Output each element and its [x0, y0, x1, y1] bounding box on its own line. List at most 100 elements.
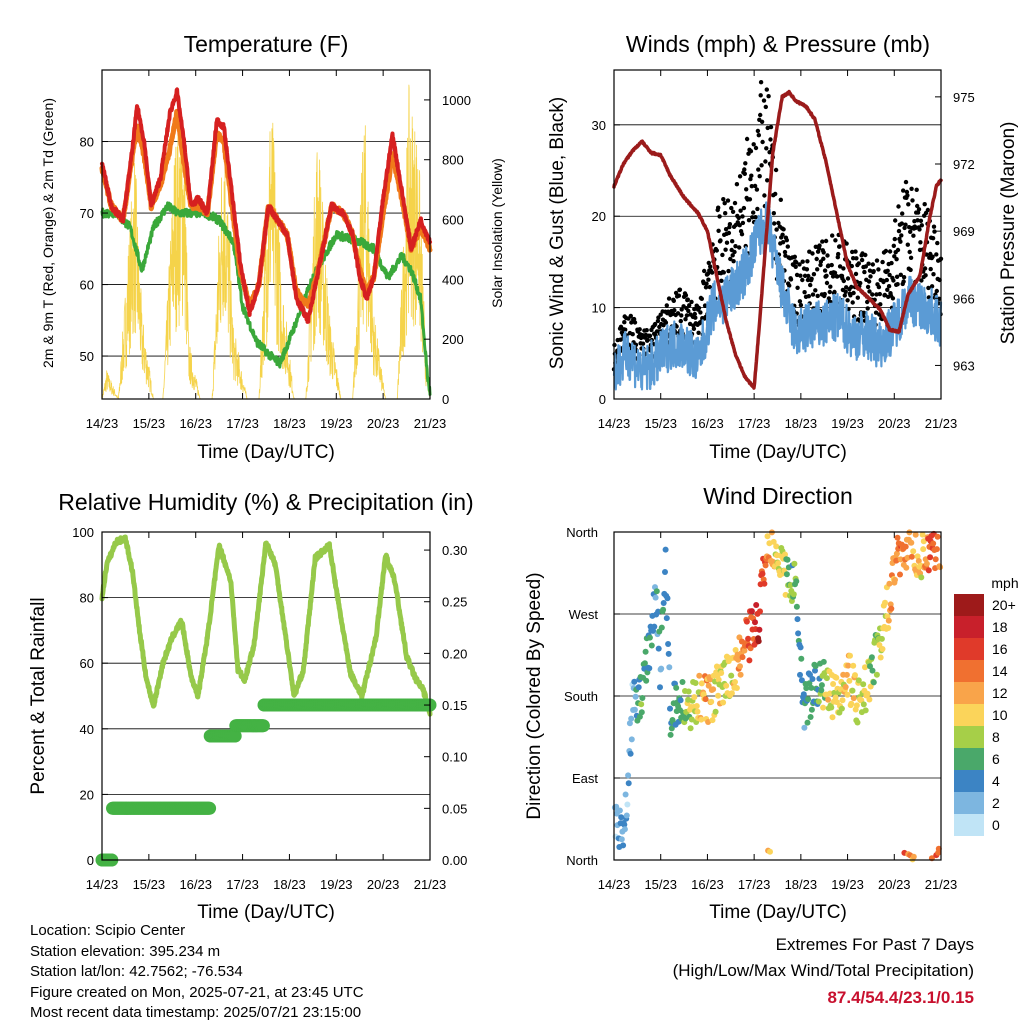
direction-point [832, 694, 839, 701]
legend-label: 0 [992, 817, 1000, 833]
gust-point [773, 191, 778, 197]
gust-point [837, 244, 842, 249]
gust-point [756, 167, 761, 172]
gust-point [683, 317, 688, 322]
gust-point [737, 223, 742, 228]
gust-point [849, 263, 854, 269]
direction-point [790, 591, 797, 598]
gust-point [666, 296, 672, 301]
extremes-title: Extremes For Past 7 Days [775, 935, 974, 954]
gust-point [751, 210, 756, 215]
direction-point [925, 567, 932, 574]
x-tick-label: 19/23 [320, 416, 353, 431]
gust-point [898, 272, 903, 277]
gust-point [794, 272, 800, 278]
gust-point [750, 215, 755, 220]
gust-point [684, 313, 690, 318]
direction-point [618, 836, 625, 843]
y-tick-label: North [566, 525, 598, 540]
direction-point [752, 619, 758, 626]
direction-point [844, 691, 851, 698]
direction-point [930, 540, 937, 547]
direction-point [639, 695, 646, 701]
gust-point [866, 261, 871, 266]
direction-point [892, 576, 898, 583]
gust-point [655, 318, 661, 324]
direction-point [620, 842, 627, 849]
gust-point [644, 328, 649, 333]
winds-y-label: Sonic Wind & Gust (Blue, Black) [547, 97, 568, 369]
gust-point [908, 267, 913, 273]
direction-point [812, 663, 819, 670]
direction-point [720, 699, 727, 706]
direction-point [621, 826, 628, 833]
gust-point [742, 167, 747, 172]
gust-point [830, 274, 836, 279]
gust-point [853, 249, 858, 254]
gust-point [721, 270, 726, 275]
gust-point [815, 249, 821, 254]
direction-point [932, 556, 939, 563]
direction-point [914, 553, 921, 560]
gust-point [724, 240, 730, 245]
direction-point [713, 663, 720, 670]
direction-point [628, 736, 635, 743]
gust-point [623, 327, 628, 332]
gust-point [822, 268, 828, 273]
gust-point [798, 302, 804, 308]
gust-point [723, 247, 728, 252]
gust-point [895, 282, 900, 287]
x-tick-label: 20/23 [367, 877, 400, 892]
gust-point [748, 149, 754, 154]
gust-point [693, 315, 698, 320]
direction-point [860, 701, 867, 708]
gust-point [754, 187, 760, 192]
gust-point [813, 288, 818, 293]
direction-point [732, 679, 738, 685]
direction-point [862, 707, 869, 714]
gust-point [898, 239, 903, 244]
gust-point [810, 292, 816, 297]
gust-point [805, 259, 810, 264]
gust-point [802, 273, 808, 278]
direction-point [849, 687, 856, 694]
humidity-title: Relative Humidity (%) & Precipitation (i… [58, 489, 473, 515]
direction-point [627, 750, 634, 757]
y2-tick-label: 400 [442, 272, 464, 287]
gust-point [652, 321, 658, 327]
direction-point [712, 708, 719, 715]
gust-point [880, 259, 885, 265]
gust-point [755, 206, 760, 212]
direction-title: Wind Direction [703, 483, 853, 509]
direction-point [798, 655, 805, 662]
direction-point [665, 650, 672, 657]
gust-point [718, 238, 723, 243]
direction-point [888, 605, 895, 612]
direction-point [809, 676, 816, 682]
gust-point [746, 218, 752, 223]
gust-point [647, 333, 653, 338]
direction-point [923, 560, 930, 567]
x-tick-label: 17/23 [226, 416, 259, 431]
x-tick-label: 20/23 [878, 877, 911, 892]
direction-point [846, 677, 853, 684]
gust-point [906, 202, 911, 207]
direction-point [935, 845, 942, 852]
gust-point [749, 184, 754, 189]
gust-point [751, 142, 756, 147]
gust-point [778, 197, 783, 202]
direction-point [812, 667, 818, 674]
direction-point [808, 706, 815, 713]
direction-point [784, 556, 791, 563]
y-tick-label: 70 [80, 206, 94, 221]
gust-point [871, 269, 876, 274]
gust-point [878, 302, 883, 307]
direction-point [739, 654, 746, 661]
gust-point [802, 290, 807, 295]
direction-point [793, 578, 800, 585]
direction-point [664, 595, 671, 602]
gust-point [826, 296, 832, 301]
gust-point [858, 280, 863, 286]
direction-point [667, 731, 674, 738]
direction-point [918, 574, 925, 581]
